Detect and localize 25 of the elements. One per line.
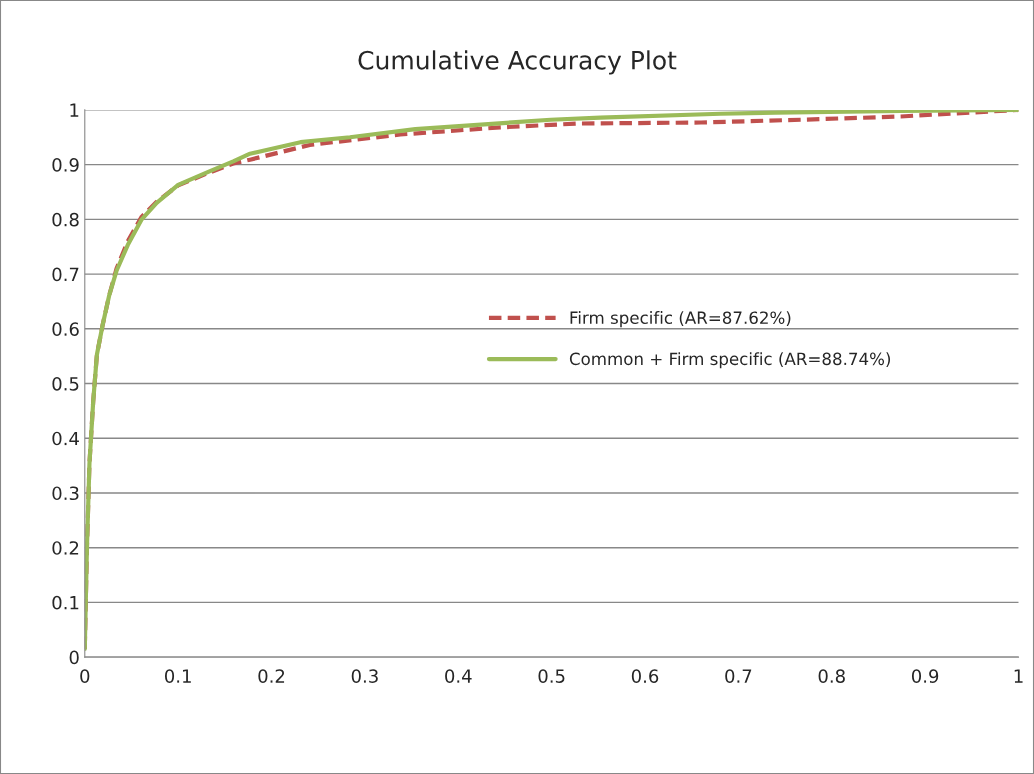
y-tick-label: 0.5 bbox=[52, 376, 79, 391]
x-tick-label: 0.4 bbox=[445, 669, 472, 683]
y-tick-label: 0.2 bbox=[52, 541, 79, 555]
y-tick-label: 0.7 bbox=[52, 267, 79, 282]
x-tick-label: 0.5 bbox=[538, 669, 565, 683]
legend-label: Firm specific (AR=87.62%) bbox=[570, 311, 791, 328]
y-tick-label: 1 bbox=[70, 103, 79, 117]
x-tick-label: 0.2 bbox=[258, 669, 285, 683]
y-tick-label: 0.4 bbox=[52, 431, 79, 446]
x-tick-label: 0 bbox=[80, 669, 90, 683]
chart-title: Cumulative Accuracy Plot bbox=[358, 50, 677, 75]
x-tick-label: 0.6 bbox=[631, 669, 659, 683]
y-tick-label: 0.9 bbox=[52, 158, 79, 172]
x-tick-label: 0.3 bbox=[351, 669, 378, 683]
x-tick-label: 0.8 bbox=[818, 669, 845, 683]
x-tick-label: 0.1 bbox=[164, 669, 191, 683]
x-tick-label: 0.7 bbox=[725, 669, 752, 683]
y-tick-label: 0.3 bbox=[52, 486, 79, 501]
y-tick-label: 0.6 bbox=[52, 322, 79, 336]
x-tick-label: 1 bbox=[1014, 669, 1023, 683]
y-tick-label: 0 bbox=[69, 650, 79, 665]
legend-label: Common + Firm specific (AR=88.74%) bbox=[569, 352, 891, 369]
x-tick-label: 0.9 bbox=[911, 669, 939, 683]
y-tick-label: 0.8 bbox=[52, 212, 79, 227]
y-tick-label: 0.1 bbox=[52, 595, 79, 610]
